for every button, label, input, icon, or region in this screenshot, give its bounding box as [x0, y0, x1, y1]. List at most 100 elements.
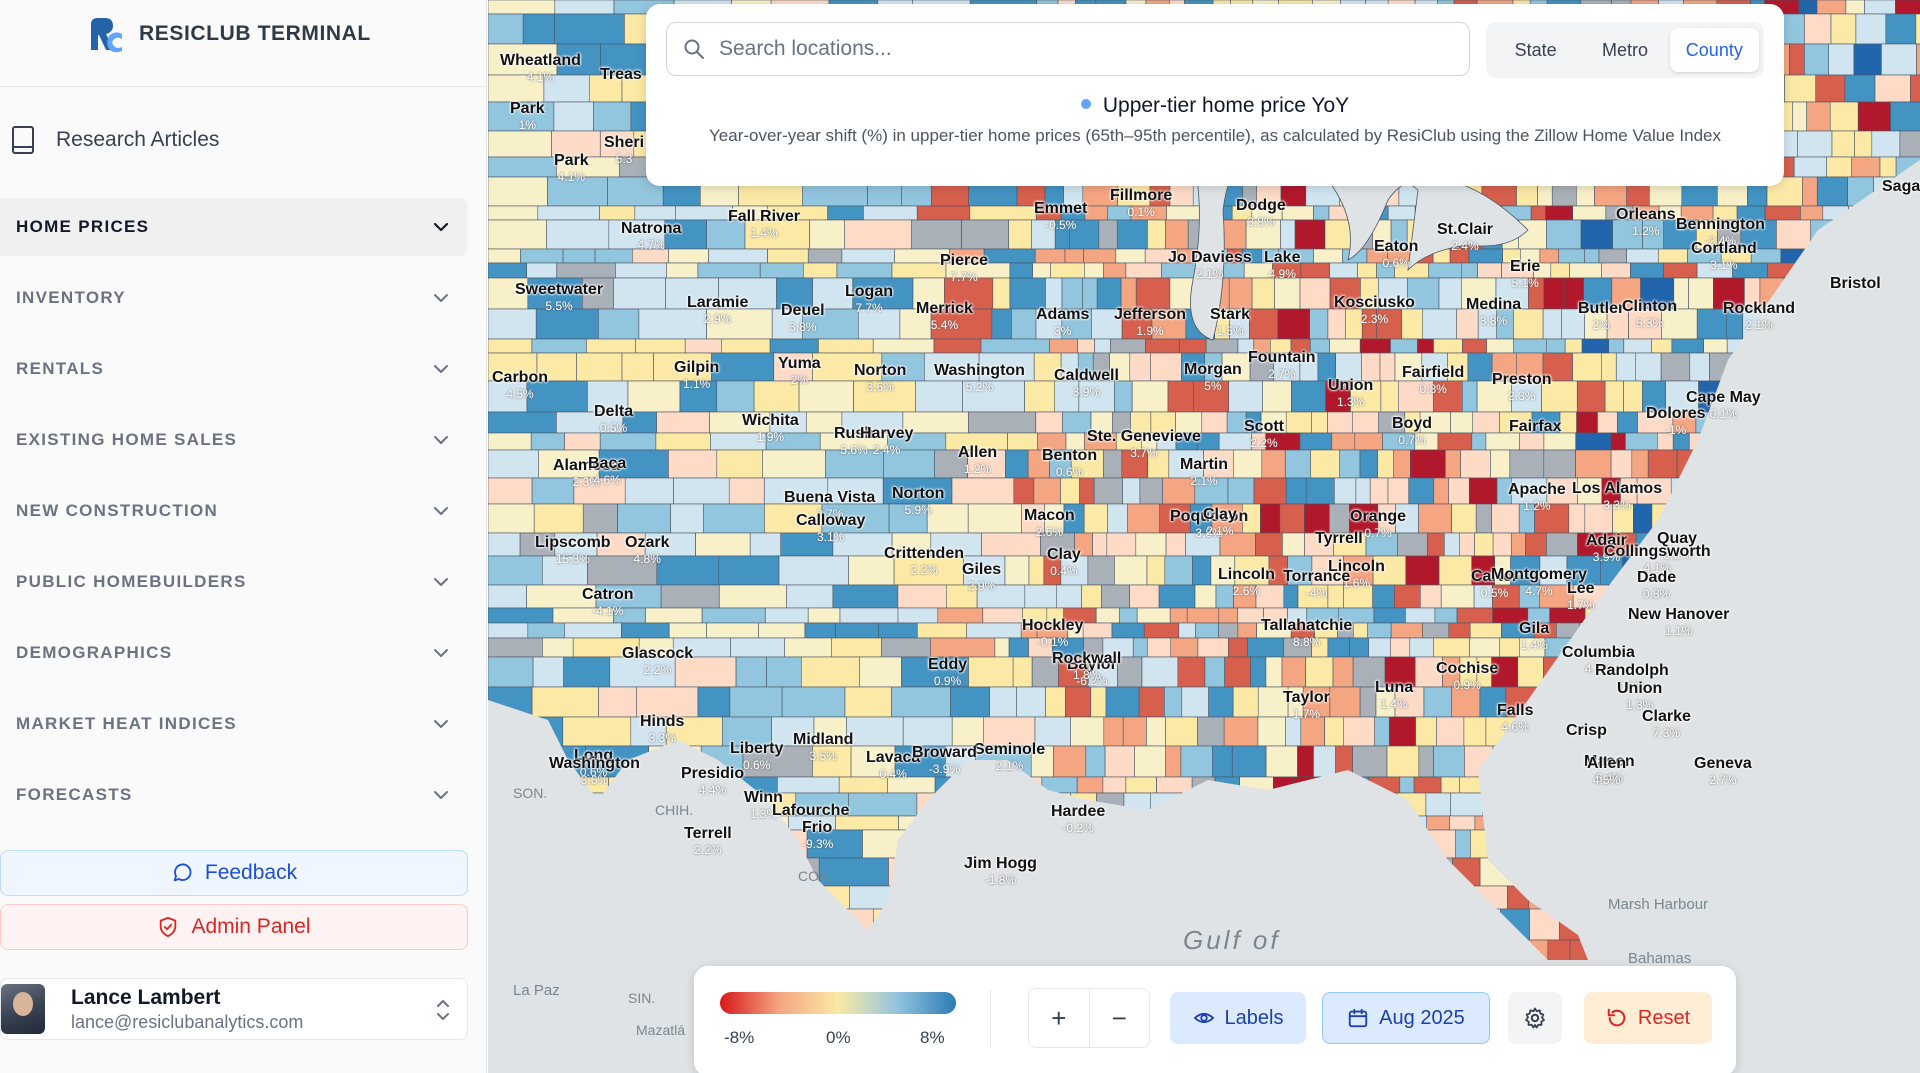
- county-tile[interactable]: [1132, 637, 1148, 658]
- county-tile[interactable]: [1545, 205, 1573, 221]
- county-tile[interactable]: [1433, 477, 1449, 505]
- county-tile[interactable]: [522, 13, 556, 45]
- county-tile[interactable]: [1577, 477, 1603, 505]
- county-tile[interactable]: [1806, 101, 1831, 132]
- county-tile[interactable]: [1332, 656, 1354, 688]
- county-tile[interactable]: [1331, 432, 1356, 451]
- county-label[interactable]: Frio -9.3%: [802, 819, 833, 851]
- county-tile[interactable]: [1413, 776, 1442, 794]
- county-label[interactable]: Clay 0.4%: [1047, 546, 1081, 578]
- county-tile[interactable]: [827, 205, 864, 221]
- county-tile[interactable]: [520, 248, 564, 264]
- county-label[interactable]: Caldwell 3.9%: [1054, 367, 1119, 399]
- county-tile[interactable]: [1208, 686, 1234, 718]
- county-tile[interactable]: [1221, 352, 1251, 382]
- county-label[interactable]: Clarke 7.3%: [1642, 708, 1691, 740]
- county-tile[interactable]: [1090, 686, 1107, 718]
- county-label[interactable]: Crisp: [1566, 722, 1607, 740]
- county-tile[interactable]: [893, 555, 964, 586]
- county-tile[interactable]: [527, 277, 583, 310]
- county-tile[interactable]: [703, 503, 765, 534]
- county-tile[interactable]: [488, 584, 527, 609]
- county-tile[interactable]: [1610, 432, 1626, 451]
- county-tile[interactable]: [1313, 248, 1343, 264]
- county-tile[interactable]: [1095, 607, 1120, 624]
- county-tile[interactable]: [1438, 277, 1462, 310]
- county-tile[interactable]: [1147, 219, 1166, 250]
- county-tile[interactable]: [1576, 411, 1598, 434]
- county-tile[interactable]: [1087, 656, 1118, 688]
- county-tile[interactable]: [763, 477, 829, 505]
- county-tile[interactable]: [982, 607, 1023, 624]
- county-tile[interactable]: [1776, 219, 1812, 250]
- county-tile[interactable]: [1688, 277, 1714, 310]
- county-label[interactable]: Buena Vista 2.7%: [784, 489, 875, 521]
- county-tile[interactable]: [537, 205, 601, 221]
- county-tile[interactable]: [776, 277, 813, 310]
- county-label[interactable]: Columbia 4.7%: [1562, 644, 1635, 676]
- county-tile[interactable]: [1060, 477, 1080, 505]
- county-label[interactable]: Geneva 2.7%: [1694, 755, 1752, 787]
- county-tile[interactable]: [1201, 411, 1228, 434]
- county-tile[interactable]: [1359, 338, 1391, 354]
- county-tile[interactable]: [749, 532, 782, 557]
- county-tile[interactable]: [1169, 607, 1188, 624]
- county-tile[interactable]: [1305, 477, 1335, 505]
- county-tile[interactable]: [1458, 532, 1475, 557]
- county-tile[interactable]: [1093, 477, 1124, 505]
- sidebar-item-existing-home-sales[interactable]: EXISTING HOME SALES: [0, 411, 467, 469]
- county-tile[interactable]: [701, 607, 766, 624]
- feedback-button[interactable]: Feedback: [0, 850, 468, 896]
- county-tile[interactable]: [902, 716, 953, 747]
- county-label[interactable]: Lee 1.7%: [1567, 580, 1595, 612]
- county-tile[interactable]: [530, 432, 565, 451]
- county-tile[interactable]: [1224, 656, 1252, 688]
- county-tile[interactable]: [582, 277, 615, 310]
- county-tile[interactable]: [802, 308, 859, 340]
- county-tile[interactable]: [621, 352, 654, 382]
- county-tile[interactable]: [1079, 477, 1095, 505]
- county-tile[interactable]: [576, 352, 623, 382]
- county-label[interactable]: Mason 6.4%: [1584, 753, 1635, 785]
- county-tile[interactable]: [1257, 716, 1286, 747]
- county-tile[interactable]: [1070, 716, 1105, 747]
- county-tile[interactable]: [1469, 637, 1500, 658]
- county-tile[interactable]: [695, 532, 751, 557]
- county-tile[interactable]: [1024, 584, 1057, 609]
- county-label[interactable]: Collingsworth 4.1%: [1604, 543, 1711, 575]
- county-tile[interactable]: [1626, 248, 1659, 264]
- county-tile[interactable]: [660, 584, 720, 609]
- county-label[interactable]: Tyrrell: [1315, 530, 1363, 548]
- county-tile[interactable]: [1399, 776, 1415, 794]
- county-tile[interactable]: [1287, 555, 1313, 586]
- county-tile[interactable]: [1601, 262, 1631, 279]
- county-tile[interactable]: [759, 262, 804, 279]
- county-label[interactable]: Harvey 2.4%: [860, 425, 913, 457]
- county-tile[interactable]: [830, 637, 882, 658]
- county-tile[interactable]: [1146, 716, 1166, 747]
- county-tile[interactable]: [488, 176, 548, 207]
- county-tile[interactable]: [1547, 939, 1571, 961]
- county-tile[interactable]: [615, 262, 667, 279]
- county-tile[interactable]: [1004, 449, 1029, 479]
- county-tile[interactable]: [1386, 745, 1420, 778]
- county-tile[interactable]: [1479, 686, 1507, 718]
- county-tile[interactable]: [1131, 380, 1169, 413]
- county-tile[interactable]: [1885, 13, 1917, 45]
- county-tile[interactable]: [846, 716, 904, 747]
- county-tile[interactable]: [1083, 262, 1104, 279]
- county-label[interactable]: New Hanover 1.1%: [1628, 606, 1729, 638]
- county-tile[interactable]: [1373, 607, 1406, 624]
- county-tile[interactable]: [1313, 205, 1330, 221]
- county-tile[interactable]: [1804, 13, 1832, 45]
- county-tile[interactable]: [1390, 338, 1418, 354]
- county-tile[interactable]: [1291, 380, 1327, 413]
- county-tile[interactable]: [1237, 622, 1257, 639]
- county-tile[interactable]: [804, 622, 836, 639]
- county-tile[interactable]: [911, 219, 962, 250]
- county-tile[interactable]: [1397, 380, 1434, 413]
- county-tile[interactable]: [1102, 776, 1127, 794]
- county-tile[interactable]: [1100, 584, 1130, 609]
- county-label[interactable]: Fillmore 0.1%: [1110, 187, 1172, 219]
- county-tile[interactable]: [994, 637, 1010, 658]
